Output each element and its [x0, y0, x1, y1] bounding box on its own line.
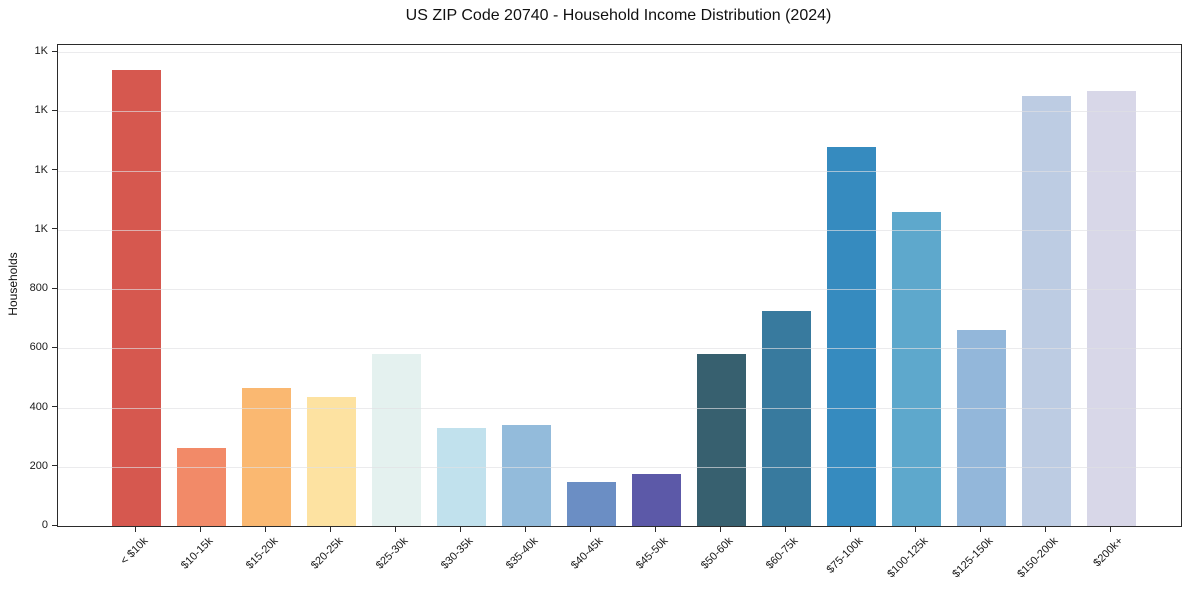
y-tick-mark	[52, 346, 57, 348]
x-tick-label: $30-35k	[438, 535, 476, 572]
x-tick-mark	[589, 526, 591, 532]
gridline-1000	[58, 229, 1181, 231]
bar-$60-75k	[761, 311, 811, 526]
x-tick-label: < $10k	[118, 535, 151, 568]
x-tick-mark	[784, 526, 786, 532]
x-tick-label: $125-150k	[950, 535, 996, 581]
gridline-600	[58, 348, 1181, 350]
x-tick-label: $50-60k	[698, 535, 736, 572]
y-tick-label: 1K	[34, 163, 48, 176]
x-tick-mark	[394, 526, 396, 532]
x-tick-mark	[459, 526, 461, 532]
x-tick-label: $35-40k	[503, 535, 541, 572]
y-tick-label: 400	[29, 400, 48, 413]
bar-$125-150k	[956, 330, 1006, 526]
x-tick-mark	[524, 526, 526, 532]
bar-$20-25k	[306, 397, 356, 526]
x-tick-mark	[979, 526, 981, 532]
bar-$75-100k	[826, 146, 876, 526]
y-tick-mark	[52, 228, 57, 230]
y-tick-label: 600	[29, 341, 48, 354]
x-tick-label: $40-45k	[568, 535, 606, 572]
bar-$35-40k	[501, 425, 551, 526]
x-tick-mark	[134, 526, 136, 532]
bar-$10-15k	[176, 447, 226, 526]
y-tick-mark	[52, 287, 57, 289]
gridline-400	[58, 407, 1181, 409]
x-tick-label: $45-50k	[633, 535, 671, 572]
gridline-1200	[58, 170, 1181, 172]
x-tick-mark	[914, 526, 916, 532]
gridline-1400	[58, 111, 1181, 113]
y-tick-label: 200	[29, 459, 48, 472]
gridline-1600	[58, 52, 1181, 53]
x-tick-mark	[654, 526, 656, 532]
x-tick-label: $15-20k	[243, 535, 281, 572]
x-tick-mark	[849, 526, 851, 532]
x-tick-label: $100-125k	[885, 535, 931, 581]
bar-$50-60k	[696, 354, 746, 526]
x-tick-label: $25-30k	[373, 535, 411, 572]
x-tick-mark	[719, 526, 721, 532]
y-tick-mark	[52, 406, 57, 408]
gridline-200	[58, 466, 1181, 468]
chart-title: US ZIP Code 20740 - Household Income Dis…	[405, 7, 832, 24]
bar-$30-35k	[436, 428, 486, 526]
x-tick-label: $75-100k	[824, 535, 866, 576]
y-tick-label: 1K	[34, 104, 48, 117]
y-tick-label: 800	[29, 282, 48, 294]
x-tick-mark	[264, 526, 266, 532]
gridline-800	[58, 289, 1181, 290]
bar-$40-45k	[566, 481, 616, 526]
y-tick-mark	[52, 50, 57, 52]
x-tick-label: $20-25k	[308, 535, 346, 572]
x-tick-mark	[1109, 526, 1111, 532]
bar-$15-20k	[241, 388, 291, 526]
x-tick-mark	[199, 526, 201, 532]
x-tick-mark	[1044, 526, 1046, 532]
bar-$45-50k	[631, 474, 681, 526]
bar-$100-125k	[891, 211, 941, 526]
bar-$200k+	[1086, 90, 1136, 526]
x-tick-label: $10-15k	[178, 535, 216, 572]
x-tick-label: $200k+	[1091, 535, 1126, 570]
y-tick-mark	[52, 465, 57, 467]
y-tick-label: 1K	[34, 45, 48, 57]
bar-$150-200k	[1021, 96, 1071, 526]
x-tick-label: $150-200k	[1015, 535, 1061, 581]
x-tick-label: $60-75k	[763, 535, 801, 572]
y-tick-mark	[52, 524, 57, 526]
y-tick-mark	[52, 109, 57, 111]
bar-< $10k	[111, 69, 161, 526]
y-tick-label: 0	[41, 519, 48, 531]
y-tick-mark	[52, 169, 57, 171]
x-tick-mark	[329, 526, 331, 532]
bar-$25-30k	[371, 354, 421, 526]
plot-area	[57, 44, 1182, 527]
y-tick-label: 1K	[34, 222, 48, 235]
